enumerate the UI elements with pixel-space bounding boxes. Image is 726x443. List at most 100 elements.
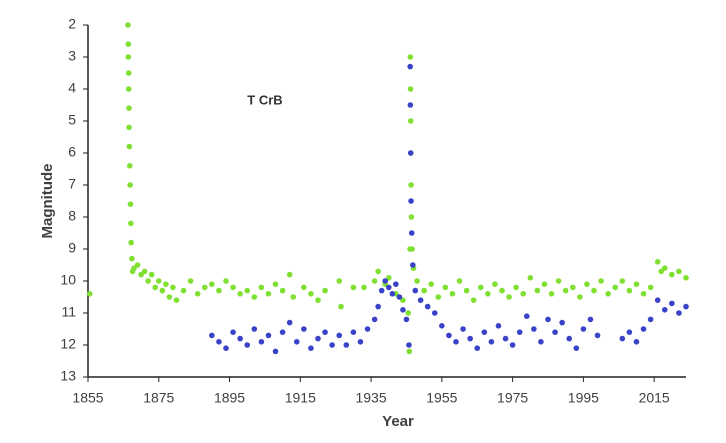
y-tick-label: 7	[68, 176, 76, 192]
point	[389, 291, 396, 297]
point	[612, 284, 619, 291]
point	[126, 163, 133, 169]
point	[463, 287, 470, 294]
point	[647, 316, 654, 323]
point	[230, 284, 236, 291]
point	[417, 297, 424, 304]
point	[562, 287, 569, 294]
point	[272, 281, 279, 288]
point	[338, 303, 344, 310]
point	[194, 291, 201, 297]
point	[159, 287, 166, 294]
point	[406, 342, 412, 348]
point	[405, 310, 412, 316]
point	[308, 291, 314, 297]
point	[244, 342, 251, 348]
point	[148, 271, 155, 278]
point	[128, 220, 134, 227]
point	[265, 332, 272, 339]
point	[412, 287, 419, 294]
point	[654, 297, 661, 304]
point	[446, 332, 452, 339]
point	[308, 345, 314, 352]
point	[385, 284, 392, 291]
point	[315, 335, 321, 342]
y-tick-label: 2	[68, 16, 76, 32]
point	[216, 287, 222, 294]
point	[286, 271, 293, 278]
point	[237, 335, 243, 342]
point	[594, 332, 601, 339]
point	[569, 284, 576, 291]
point	[492, 281, 498, 288]
y-tick-label: 10	[60, 272, 76, 288]
point	[180, 287, 187, 294]
annotation: T CrB	[247, 92, 282, 107]
point	[125, 22, 131, 28]
point	[467, 335, 473, 342]
point	[520, 291, 527, 297]
point	[626, 287, 633, 294]
point	[408, 230, 415, 236]
point	[619, 335, 626, 342]
point	[408, 182, 414, 188]
point	[396, 294, 403, 300]
point	[683, 303, 689, 310]
point	[258, 284, 265, 291]
point	[548, 291, 555, 297]
point	[633, 281, 640, 288]
y-tick-label: 9	[68, 240, 76, 256]
point	[580, 326, 587, 332]
point	[555, 278, 562, 284]
point	[125, 86, 132, 92]
point	[481, 329, 488, 336]
point	[375, 268, 381, 275]
y-tick-label: 11	[61, 304, 76, 320]
point	[509, 342, 516, 348]
point	[626, 329, 633, 336]
point	[290, 294, 297, 300]
point	[301, 284, 307, 291]
point	[407, 54, 414, 60]
point	[126, 143, 133, 150]
y-tick-label: 12	[60, 336, 76, 352]
point	[375, 303, 381, 310]
point	[552, 329, 558, 336]
point	[329, 342, 335, 348]
point	[619, 278, 626, 284]
point	[145, 278, 151, 284]
point	[428, 281, 435, 288]
point	[127, 182, 133, 188]
point	[566, 335, 573, 342]
point	[125, 41, 132, 47]
point	[251, 326, 258, 332]
point	[350, 329, 357, 336]
point	[279, 287, 286, 294]
point	[598, 278, 604, 284]
point	[439, 323, 445, 329]
point	[527, 275, 534, 281]
point	[408, 198, 414, 204]
point	[163, 281, 169, 288]
point	[676, 268, 682, 275]
point	[545, 316, 551, 323]
point	[435, 294, 442, 300]
point	[301, 326, 307, 332]
y-axis-title: Magnitude	[39, 164, 56, 239]
point	[477, 284, 484, 291]
y-tick-label: 4	[68, 80, 76, 96]
point	[357, 339, 364, 345]
point	[350, 284, 357, 291]
point	[407, 150, 414, 156]
point	[244, 287, 251, 294]
point	[293, 339, 300, 345]
point	[407, 118, 414, 124]
point	[470, 297, 477, 304]
point	[407, 63, 413, 70]
point	[209, 281, 215, 288]
y-tick-label: 6	[68, 144, 76, 160]
point	[587, 316, 594, 323]
point	[403, 316, 410, 323]
point	[201, 284, 208, 291]
point	[361, 284, 367, 291]
